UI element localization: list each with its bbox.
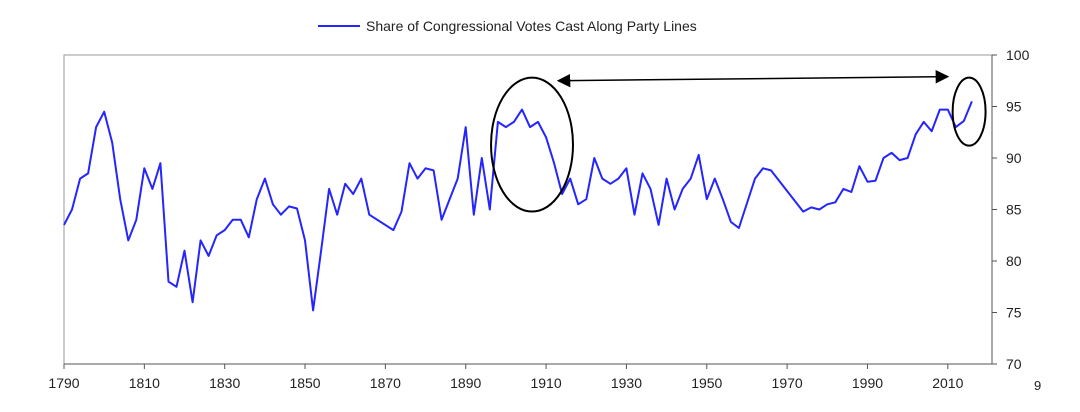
plot-area	[63, 54, 993, 365]
x-tick-label: 1870	[370, 375, 401, 391]
annotations	[490, 70, 987, 213]
x-tick-label: 1950	[691, 375, 722, 391]
x-tick-label: 1970	[772, 375, 803, 391]
y-tick-label: 100	[1006, 47, 1030, 63]
x-tick-label: 1990	[852, 375, 883, 391]
x-tick-label: 2010	[932, 375, 963, 391]
x-tick-label: 1810	[129, 375, 160, 391]
y-tick-label: 70	[1006, 356, 1022, 372]
highlight-ellipse	[490, 76, 574, 213]
y-tick-label: 85	[1006, 202, 1022, 218]
x-tick-label: 1830	[209, 375, 240, 391]
x-tick-label: 1910	[530, 375, 561, 391]
x-tick-label: 1790	[48, 375, 79, 391]
y-tick-label: 90	[1006, 150, 1022, 166]
y-tick-label: 80	[1006, 253, 1022, 269]
y-axis-ticks: 70 75 80 85 90 95 100	[992, 47, 1030, 372]
highlight-ellipse	[951, 76, 987, 147]
x-tick-label: 1930	[611, 375, 642, 391]
series-line	[63, 101, 973, 312]
legend-label: Share of Congressional Votes Cast Along …	[366, 18, 697, 34]
page-number: 9	[1034, 378, 1042, 393]
x-axis-ticks: 1790 1810 1830 1850 1870 1890 1910 1930 1950 1970…	[48, 364, 964, 391]
y-tick-label: 75	[1006, 305, 1022, 321]
x-tick-label: 1890	[450, 375, 481, 391]
x-tick-label: 1850	[289, 375, 320, 391]
comparison-double-arrow	[556, 70, 950, 88]
legend: Share of Congressional Votes Cast Along …	[318, 18, 697, 34]
y-tick-label: 95	[1006, 99, 1022, 115]
